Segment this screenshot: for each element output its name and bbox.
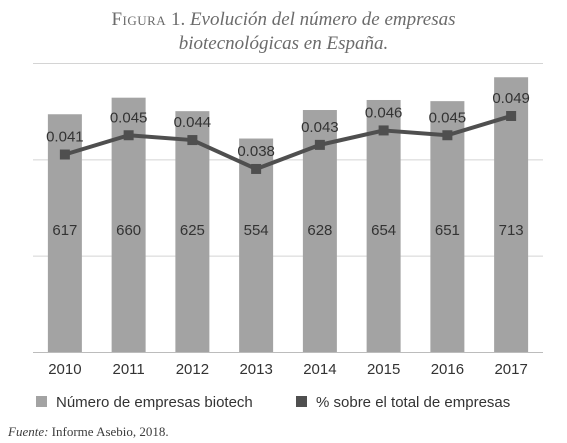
line-value-label: 0.038 (237, 143, 275, 160)
line-marker (123, 130, 134, 141)
line-marker (251, 163, 262, 174)
line-marker (59, 149, 70, 160)
bar (430, 101, 465, 352)
bar-value-label: 554 (244, 222, 269, 239)
line-value-label: 0.041 (46, 129, 84, 146)
bar (239, 138, 274, 352)
x-tick-label: 2011 (112, 361, 144, 378)
x-tick-label: 2015 (367, 361, 400, 378)
line-value-label: 0.049 (492, 90, 530, 107)
x-tick-label: 2017 (494, 361, 527, 378)
figure-label: Figura (111, 9, 167, 30)
source-note: Fuente: Informe Asebio, 2018. (8, 424, 169, 440)
source-label: Fuente: (8, 424, 49, 439)
line-value-label: 0.045 (429, 109, 467, 126)
bar (494, 77, 529, 353)
bar-value-label: 625 (180, 222, 205, 239)
figure-number: 1. (170, 9, 186, 30)
line-value-label: 0.045 (110, 109, 148, 126)
chart-title-line2: biotecnológicas en España. (178, 33, 389, 54)
line-marker (378, 125, 389, 136)
bar-value-label: 654 (371, 222, 396, 239)
legend-label-line: % sobre el total de empresas (316, 394, 510, 411)
bar-value-label: 713 (499, 222, 524, 239)
source-text: Informe Asebio, 2018. (51, 424, 169, 439)
line-marker (442, 130, 453, 141)
chart-title-line1: Figura 1. Evolución del número de empres… (0, 8, 567, 32)
legend-swatch-line (296, 396, 307, 407)
bar (366, 99, 401, 352)
legend-label-bar: Número de empresas biotech (56, 394, 253, 411)
bar-value-label: 660 (116, 222, 141, 239)
x-tick-label: 2013 (239, 361, 272, 378)
line-marker (187, 135, 198, 146)
x-tick-label: 2016 (431, 361, 464, 378)
line-marker (506, 110, 517, 121)
series-line (64, 114, 512, 171)
bar-value-label: 651 (435, 222, 460, 239)
bar (175, 111, 210, 353)
legend-swatch-bar (36, 396, 47, 407)
line-value-label: 0.044 (174, 114, 212, 131)
bar-value-label: 628 (307, 222, 332, 239)
line-value-label: 0.046 (365, 104, 403, 121)
line-value-label: 0.043 (301, 119, 339, 136)
line-marker (314, 139, 325, 150)
chart-title-text: Evolución del número de empresas (189, 9, 456, 30)
bar-value-label: 617 (52, 222, 77, 239)
x-tick-label: 2014 (303, 361, 336, 378)
x-tick-label: 2012 (176, 361, 209, 378)
x-tick-label: 2010 (48, 361, 81, 378)
